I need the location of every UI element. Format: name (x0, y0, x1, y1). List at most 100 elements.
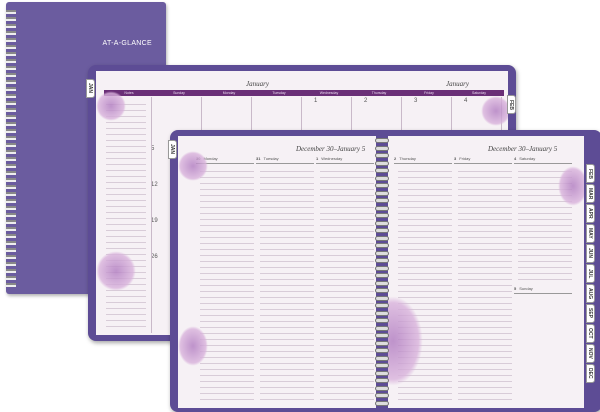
flower-decoration (96, 251, 136, 291)
spiral-ring (375, 205, 389, 211)
tab-sep[interactable]: SEP (586, 304, 595, 323)
spiral-ring (375, 273, 389, 278)
tab-feb[interactable]: FEB (586, 164, 595, 183)
spiral-ring (375, 145, 389, 151)
date-number: 2 (364, 98, 368, 104)
column-divider (151, 97, 152, 333)
flower-decoration (178, 326, 208, 366)
weekday-label: Notes (124, 91, 134, 95)
weekly-left-page: December 30–January 5 30Monday31Tuesday1… (178, 136, 376, 408)
weekday-label: Friday (424, 91, 434, 95)
flower-decoration (96, 91, 126, 121)
tab-apr[interactable]: APR (586, 204, 595, 223)
day-number: 2 (394, 156, 397, 161)
week-title-left: December 30–January 5 (296, 145, 366, 153)
notes-lines (106, 99, 146, 331)
day-header: 1 Wednesday (316, 156, 374, 164)
weekday-label: Monday (222, 91, 236, 95)
date-number: 26 (151, 254, 158, 260)
spiral-ring (375, 393, 389, 398)
tab-jan[interactable]: JAN (86, 79, 95, 98)
day-lines (200, 166, 254, 402)
spiral-ring (375, 280, 389, 286)
spiral-ring (375, 175, 389, 181)
spiral-ring (375, 288, 389, 293)
day-lines (458, 166, 512, 402)
tab-jul[interactable]: JUL (586, 264, 595, 283)
tab-oct[interactable]: OCT (586, 324, 595, 343)
spiral-ring (375, 235, 389, 241)
spiral-ring (375, 333, 389, 338)
spiral-ring (375, 160, 389, 166)
flower-decoration (178, 151, 208, 181)
spiral-ring (375, 378, 389, 383)
spiral-ring (375, 400, 389, 406)
day-number: 5 (514, 286, 517, 291)
spiral-ring (375, 258, 389, 263)
weekly-right-page: December 30–January 5 2 Thursday 3 Friday 4 S… (388, 136, 584, 408)
day-header-sunday: 5 Sunday (514, 286, 572, 294)
day-number: 3 (454, 156, 457, 161)
spiral-ring (375, 138, 389, 143)
weekly-planner: December 30–January 5 30Monday31Tuesday1… (168, 130, 600, 412)
spiral-ring (375, 318, 389, 323)
day-number: 1 (316, 156, 319, 161)
day-name: Saturday (519, 156, 536, 161)
tab-jun[interactable]: JUN (586, 244, 595, 263)
weekday-label: Saturday (471, 91, 486, 95)
spiral-ring (375, 355, 389, 361)
month-title-left: January (246, 80, 269, 88)
tab-may[interactable]: MAY (586, 224, 595, 243)
spiral-ring (375, 198, 389, 203)
tab-nov[interactable]: NOV (586, 344, 595, 363)
spiral-ring (375, 303, 389, 308)
spiral-ring (375, 370, 389, 376)
spiral-ring (375, 168, 389, 173)
day-name: Friday (459, 156, 471, 161)
day-name: Sunday (519, 286, 533, 291)
spiral-ring (375, 340, 389, 346)
day-header: 31 Tuesday (256, 156, 314, 164)
spiral-ring (375, 250, 389, 256)
weekday-label: Sunday (173, 91, 185, 95)
flower-decoration (481, 96, 508, 126)
spiral-ring (375, 325, 389, 331)
date-number: 4 (464, 98, 468, 104)
spiral-ring (375, 153, 389, 158)
day-number: 31 (256, 156, 261, 161)
month-title-right: January (446, 80, 469, 88)
day-name: Thursday (399, 156, 416, 161)
date-number: 5 (151, 146, 155, 152)
day-lines (260, 166, 314, 402)
spiral-ring (375, 363, 389, 368)
day-name: Tuesday (263, 156, 279, 161)
weekday-label: Thursday (371, 91, 387, 95)
spiral-ring (375, 213, 389, 218)
spiral-ring (375, 385, 389, 391)
day-header: 2 Thursday (394, 156, 452, 164)
spiral-ring (375, 310, 389, 316)
spiral-ring (375, 228, 389, 233)
date-number: 19 (151, 218, 158, 224)
day-name: Wednesday (321, 156, 343, 161)
spiral-ring (375, 265, 389, 271)
weekday-header: Notes Sunday Monday Tuesday Wednesday Thursda… (104, 90, 504, 96)
tab-aug[interactable]: AUG (586, 284, 595, 303)
date-number: 3 (414, 98, 418, 104)
tab-jan[interactable]: JAN (168, 140, 177, 159)
spiral-ring (375, 220, 389, 226)
tab-dec[interactable]: DEC (586, 364, 595, 383)
tab-mar[interactable]: MAR (586, 184, 595, 203)
tab-feb[interactable]: FEB (507, 95, 516, 114)
spiral-ring (375, 348, 389, 353)
day-number: 4 (514, 156, 517, 161)
spiral-ring (375, 243, 389, 248)
brand-logo: AT-A-GLANCE (102, 40, 152, 47)
date-number: 1 (314, 98, 318, 104)
weekday-label: Wednesday (319, 91, 339, 95)
weekday-label: Tuesday (272, 91, 286, 95)
date-number: 12 (151, 182, 158, 188)
spiral-ring (375, 190, 389, 196)
flower-decoration (558, 166, 584, 206)
day-header: 4 Saturday (514, 156, 572, 164)
